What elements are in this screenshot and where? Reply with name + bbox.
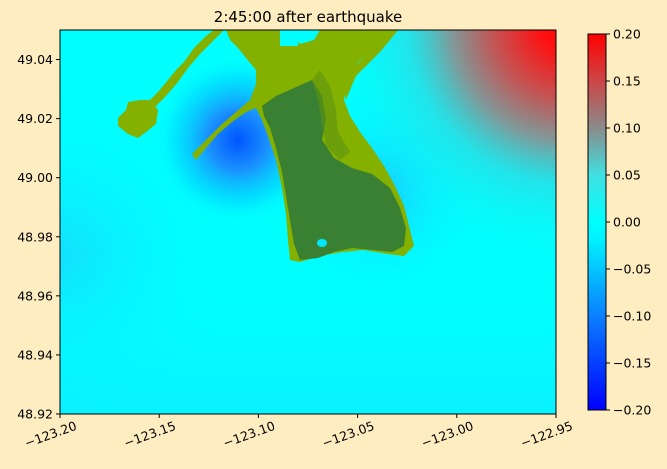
x-axis: −123.20 −123.15 −123.10 −123.05 −123.00 −122.… <box>23 414 575 451</box>
land-inner-shore <box>312 70 350 160</box>
y-tick-label: 49.02 <box>17 111 53 126</box>
chart-title: 2:45:00 after earthquake <box>214 8 402 26</box>
colorbar-tick-label: −0.15 <box>613 356 651 371</box>
y-tick-label: 48.94 <box>17 347 53 362</box>
y-tick-label: 48.92 <box>17 407 53 422</box>
y-tick-label: 48.98 <box>17 229 53 244</box>
colorbar-tick-label: 0.20 <box>613 27 641 42</box>
land-island <box>118 100 158 138</box>
colorbar-tick-label: 0.00 <box>613 215 641 230</box>
land-gap <box>280 30 298 46</box>
colorbar-gradient <box>588 34 606 410</box>
colorbar-tick-label: −0.05 <box>613 262 651 277</box>
colorbar-tick-label: 0.10 <box>613 121 641 136</box>
x-tick-label: −123.20 <box>23 418 79 451</box>
y-tick-label: 49.00 <box>17 170 53 185</box>
land-point-roberts <box>262 80 406 260</box>
x-tick-label: −123.15 <box>122 418 178 451</box>
y-axis: 48.92 48.94 48.96 48.98 49.00 49.02 49.04 <box>17 52 60 422</box>
colorbar: −0.20 −0.15 −0.10 −0.05 0.00 0.05 0.10 0.15 0.20 <box>587 27 651 418</box>
plot-frame <box>59 29 557 415</box>
colorbar-tick-label: 0.15 <box>613 74 641 89</box>
land-northwest-spit <box>146 30 224 110</box>
x-tick-label: −123.00 <box>419 418 475 451</box>
x-tick-label: −123.10 <box>221 418 277 451</box>
colorbar-ticks: −0.20 −0.15 −0.10 −0.05 0.00 0.05 0.10 0.15 0.20 <box>606 27 651 418</box>
colorbar-tick-label: −0.20 <box>613 403 651 418</box>
land-lake <box>317 239 327 247</box>
colorbar-tick-label: 0.05 <box>613 168 641 183</box>
x-tick-label: −122.95 <box>519 418 575 451</box>
colorbar-tick-label: −0.10 <box>613 309 651 324</box>
plot-area <box>60 30 556 414</box>
y-tick-label: 49.04 <box>17 52 53 67</box>
y-tick-label: 48.96 <box>17 288 53 303</box>
x-tick-label: −123.05 <box>320 418 376 451</box>
